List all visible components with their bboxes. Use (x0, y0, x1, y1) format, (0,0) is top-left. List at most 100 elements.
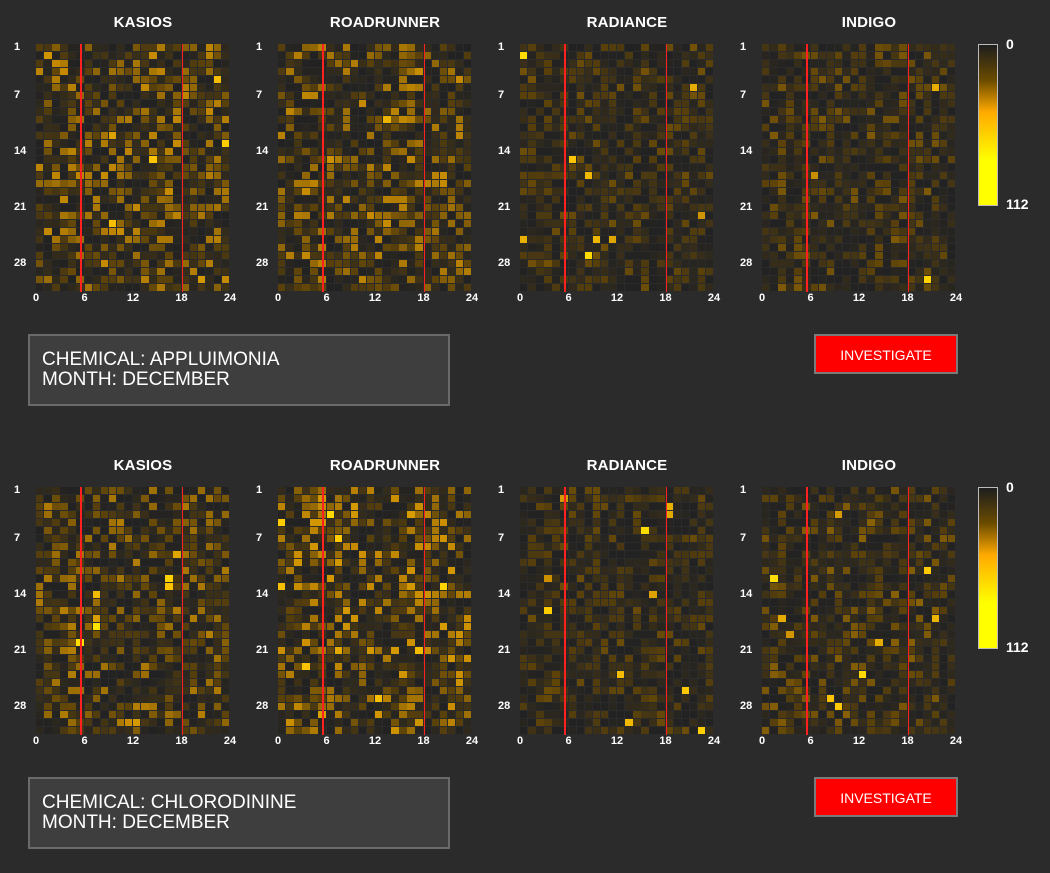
heatmap-cell (109, 156, 116, 163)
heatmap-cell (391, 252, 398, 259)
heatmap-cell (778, 124, 785, 131)
heatmap-cell (819, 124, 826, 131)
heatmap-cell (706, 487, 713, 494)
heatmap-cell (141, 220, 148, 227)
heatmap-cell (343, 156, 350, 163)
heatmap-cell (343, 196, 350, 203)
heatmap-cell (415, 535, 422, 542)
heatmap-cell (133, 236, 140, 243)
heatmap-cell (569, 244, 576, 251)
heatmap-cell (633, 591, 640, 598)
heatmap-cell (141, 495, 148, 502)
heatmap-cell (440, 527, 447, 534)
heatmap-cell (351, 575, 358, 582)
heatmap-cell (157, 631, 164, 638)
y-tick-label: 7 (498, 89, 504, 101)
heatmap-cell (617, 599, 624, 606)
heatmap-cell (891, 228, 898, 235)
heatmap-cell (214, 140, 221, 147)
heatmap-cell (214, 92, 221, 99)
heatmap-cell (109, 172, 116, 179)
heatmap-cell (617, 84, 624, 91)
heatmap-cell (278, 551, 285, 558)
heatmap-cell (68, 591, 75, 598)
heatmap-cell (811, 68, 818, 75)
heatmap-cell (198, 559, 205, 566)
heatmap-cell (706, 607, 713, 614)
heatmap-cell (633, 268, 640, 275)
heatmap-cell (948, 220, 955, 227)
heatmap-cell (157, 84, 164, 91)
heatmap-cell (440, 583, 447, 590)
heatmap-cell (819, 188, 826, 195)
heatmap-cell (222, 551, 229, 558)
heatmap-cell (585, 76, 592, 83)
heatmap-cell (391, 519, 398, 526)
heatmap-cell (875, 220, 882, 227)
heatmap-cell (44, 188, 51, 195)
heatmap-cell (117, 60, 124, 67)
heatmap-cell (786, 108, 793, 115)
heatmap-cell (399, 623, 406, 630)
heatmap-cell (351, 663, 358, 670)
heatmap-cell (149, 519, 156, 526)
heatmap-cell (294, 607, 301, 614)
investigate-button[interactable]: INVESTIGATE (814, 334, 958, 374)
x-tick-label: 6 (81, 292, 87, 304)
heatmap-cell (924, 220, 931, 227)
heatmap-cell (609, 188, 616, 195)
heatmap-cell (593, 212, 600, 219)
heatmap-cell (536, 607, 543, 614)
heatmap-cell (875, 164, 882, 171)
heatmap-cell (117, 236, 124, 243)
heatmap-cell (432, 220, 439, 227)
heatmap-cell (609, 567, 616, 574)
heatmap-cell (165, 703, 172, 710)
heatmap-cell (36, 220, 43, 227)
heatmap-cell (859, 244, 866, 251)
heatmap-cell (214, 527, 221, 534)
heatmap-cell (36, 44, 43, 51)
heatmap-cell (867, 252, 874, 259)
heatmap-cell (286, 719, 293, 726)
heatmap-cell (343, 671, 350, 678)
heatmap-cell (109, 108, 116, 115)
heatmap-cell (60, 591, 67, 598)
heatmap-cell (198, 228, 205, 235)
heatmap-cell (157, 511, 164, 518)
heatmap-cell (649, 276, 656, 283)
heatmap-cell (593, 276, 600, 283)
heatmap-cell (827, 212, 834, 219)
heatmap-cell (843, 60, 850, 67)
heatmap-cell (44, 196, 51, 203)
heatmap-cell (843, 260, 850, 267)
heatmap-cell (173, 647, 180, 654)
heatmap-cell (448, 631, 455, 638)
heatmap-cell (278, 156, 285, 163)
heatmap-cell (68, 559, 75, 566)
heatmap-cell (924, 260, 931, 267)
heatmap-cell (924, 268, 931, 275)
heatmap-cell (141, 116, 148, 123)
heatmap-cell (85, 511, 92, 518)
heatmap-cell (932, 68, 939, 75)
heatmap-cell (60, 607, 67, 614)
heatmap-cell (932, 84, 939, 91)
heatmap-cell (456, 228, 463, 235)
heatmap-cell (932, 132, 939, 139)
heatmap-cell (601, 495, 608, 502)
heatmap-cell (310, 495, 317, 502)
heatmap-cell (141, 511, 148, 518)
heatmap-cell (432, 551, 439, 558)
heatmap-cell (407, 84, 414, 91)
heatmap-cell (528, 487, 535, 494)
heatmap-cell (375, 124, 382, 131)
heatmap-cell (101, 68, 108, 75)
heatmap-cell (520, 236, 527, 243)
heatmap-cell (456, 284, 463, 291)
heatmap-cell (206, 156, 213, 163)
heatmap-cell (157, 172, 164, 179)
heatmap-cell (706, 511, 713, 518)
heatmap-cell (520, 559, 527, 566)
heatmap-cell (875, 196, 882, 203)
